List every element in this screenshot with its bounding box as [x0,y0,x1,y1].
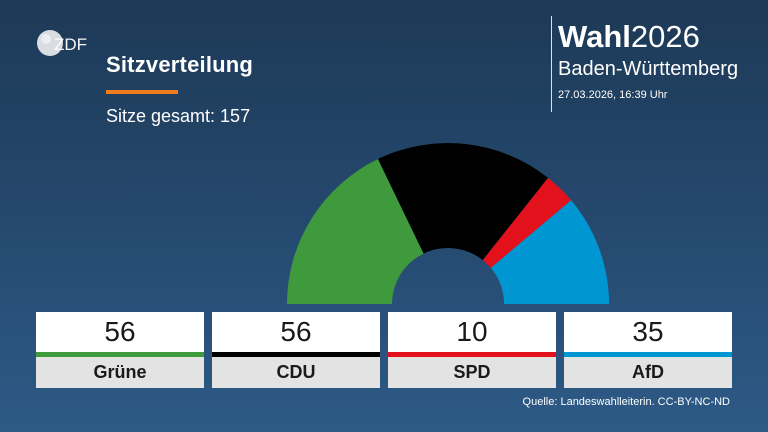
seat-segment-spd [482,177,572,268]
seat-segment-gr-ne [287,159,424,304]
brand-year: 2026 [630,19,700,54]
brand-block: Wahl2026 Baden-Württemberg 27.03.2026, 1… [558,20,739,102]
party-box-cdu: 56 CDU [212,312,380,388]
party-box-spd: 10 SPD [388,312,556,388]
logo-text: ZDF [54,35,87,54]
party-color-stripe-spd [388,352,556,357]
party-name-afd: AfD [564,357,732,388]
seat-count-afd: 35 [564,312,732,352]
brand-divider [551,16,552,112]
seat-count-spd: 10 [388,312,556,352]
chart-title: Sitzverteilung [106,52,254,77]
party-name-gr-ne: Grüne [36,357,204,388]
seat-segment-afd [490,200,609,304]
seat-segment-cdu [377,143,549,261]
region-label: Baden-Württemberg [558,58,739,80]
timestamp: 27.03.2026, 16:39 Uhr [558,89,668,101]
total-seats-label: Sitze gesamt: 157 [106,106,251,126]
seat-count-gr-ne: 56 [36,312,204,352]
party-color-stripe-afd [564,352,732,357]
source-note: Quelle: Landeswahlleiterin. CC-BY-NC-ND [522,396,730,408]
seat-count-cdu: 56 [212,312,380,352]
party-color-stripe-gr-ne [36,352,204,357]
brand-wahl: Wahl [558,19,631,54]
title-block: Sitzverteilung Sitze gesamt: 157 [106,52,253,127]
party-name-cdu: CDU [212,357,380,388]
party-color-stripe-cdu [212,352,380,357]
brand-wordmark: Wahl2026 [558,20,738,54]
party-box-afd: 35 AfD [564,312,732,388]
party-box-gr-ne: 56 Grüne [36,312,204,388]
party-name-spd: SPD [388,357,556,388]
zdf-logo: ZDF [37,30,87,56]
party-results: 56 Grüne 56 CDU 10 SPD 35 AfD [36,312,732,388]
title-accent-bar [106,90,178,94]
